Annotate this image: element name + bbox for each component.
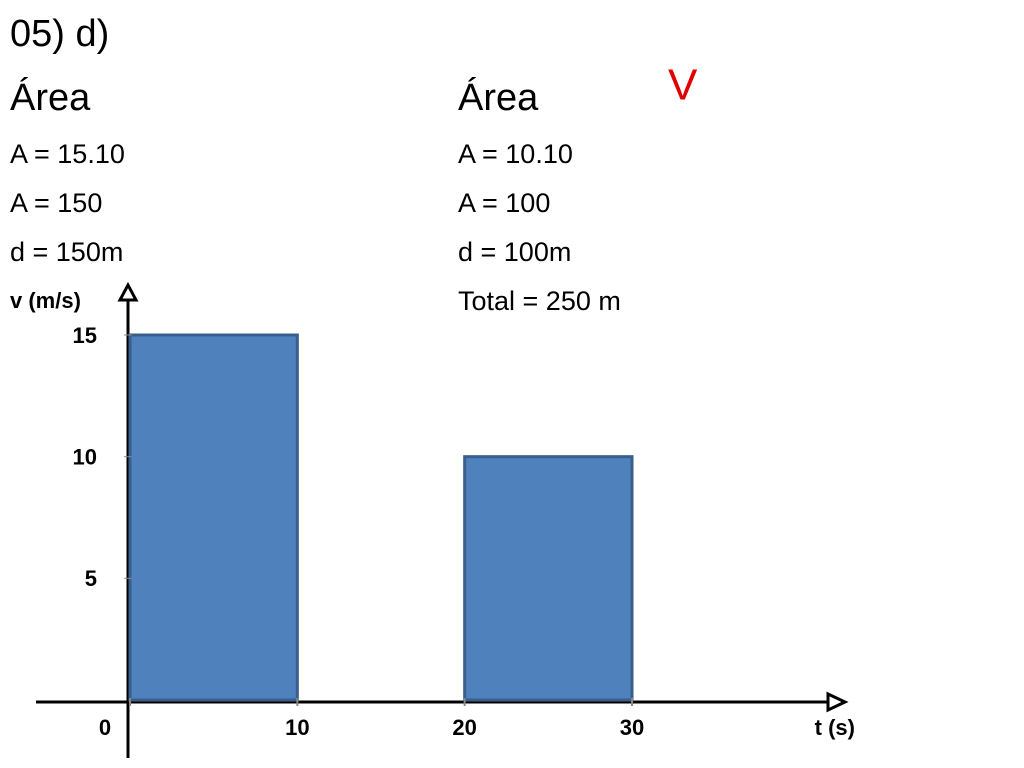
right-heading: Área (458, 76, 539, 119)
text-lines: A = 15.10 A = 150 d = 150m A = 10.10 A = 100… (10, 139, 621, 316)
x-arrow (826, 691, 849, 713)
text-line: A = 100 (458, 188, 550, 218)
text-line: A = 10.10 (458, 139, 573, 169)
text-line: Total = 250 m (458, 286, 621, 316)
text-line: A = 15.10 (10, 139, 125, 169)
bar (128, 333, 299, 702)
x-tick-label: 20 (452, 715, 476, 740)
x-tick-label: 10 (285, 715, 309, 740)
text-line: d = 100m (458, 237, 571, 267)
y-tick-label: 10 (73, 444, 97, 469)
y-tick-label: 5 (85, 566, 97, 591)
text-line: d = 150m (10, 237, 123, 267)
x-tick-label: 30 (620, 715, 644, 740)
slide-title: 05) d) (10, 13, 109, 55)
left-heading: Área (10, 76, 91, 119)
mark: V (668, 61, 698, 110)
y-axis-label: v (m/s) (10, 288, 81, 313)
x-axis-label: t (s) (815, 715, 855, 740)
y-arrow (117, 281, 139, 302)
chart: v (m/s) t (s) 5 10 15 0 10 20 30 (10, 281, 855, 758)
x-tick-label: 0 (99, 715, 111, 740)
y-tick-label: 15 (73, 323, 97, 348)
bar (463, 455, 634, 702)
text-line: A = 150 (10, 188, 102, 218)
